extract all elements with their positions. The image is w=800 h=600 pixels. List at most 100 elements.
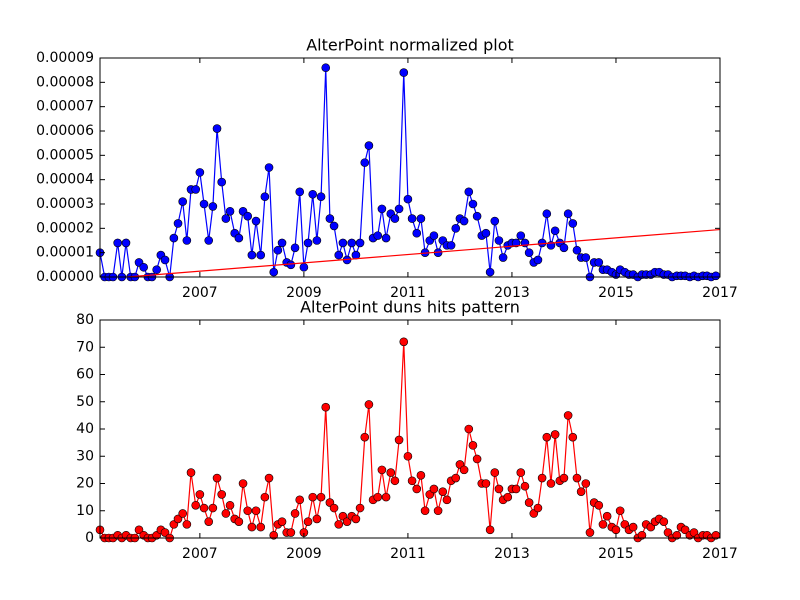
data-point: [351, 514, 361, 524]
data-point: [316, 192, 326, 201]
data-point: [511, 484, 521, 494]
data-point: [260, 192, 270, 201]
data-point: [299, 262, 309, 272]
data-point: [199, 199, 209, 209]
data-point: [516, 231, 526, 240]
data-point: [498, 253, 508, 262]
data-point: [182, 520, 192, 529]
data-point: [273, 245, 283, 255]
x-tick-label: 2007: [182, 546, 218, 562]
data-point: [121, 238, 131, 248]
data-point: [594, 258, 604, 267]
data-point: [321, 402, 331, 412]
data-point: [225, 207, 235, 216]
data-point: [680, 525, 690, 535]
data-point: [234, 233, 244, 243]
data-point: [295, 187, 305, 197]
data-point: [563, 209, 573, 219]
data-point: [182, 236, 192, 245]
data-point: [191, 185, 200, 194]
data-point: [373, 492, 383, 502]
data-point: [342, 517, 352, 526]
data-point: [256, 250, 266, 260]
data-point: [221, 509, 231, 518]
data-point: [403, 451, 413, 461]
data-point: [602, 511, 612, 521]
data-point: [334, 250, 344, 260]
data-point: [503, 492, 513, 502]
data-point: [472, 211, 482, 221]
data-point: [134, 525, 144, 535]
data-point: [585, 528, 595, 537]
data-point: [511, 238, 521, 248]
data-point: [247, 250, 257, 260]
data-point: [520, 481, 530, 491]
data-point: [524, 248, 534, 257]
axes-frame: [99, 57, 721, 278]
y-tick-label: 0.00000: [36, 269, 94, 285]
y-tick-label: 30: [76, 448, 94, 464]
data-point: [672, 530, 682, 540]
data-point: [412, 228, 422, 238]
y-tick-label: 0: [85, 530, 94, 546]
data-point: [178, 509, 187, 518]
data-point: [234, 517, 244, 526]
data-point: [178, 197, 187, 206]
data-point: [169, 233, 179, 243]
data-point: [581, 253, 591, 262]
y-tick-label: 0.00005: [36, 147, 94, 163]
data-point: [533, 503, 543, 513]
data-point: [490, 216, 500, 226]
data-point: [251, 216, 261, 226]
data-point: [195, 490, 205, 499]
data-point: [442, 495, 452, 505]
data-point: [568, 432, 578, 442]
data-point: [615, 506, 625, 516]
data-point: [468, 199, 478, 209]
data-point: [334, 520, 344, 529]
data-point: [637, 530, 647, 540]
x-tick-label: 2011: [390, 546, 426, 562]
data-point: [260, 492, 270, 502]
data-point: [576, 487, 586, 496]
data-point: [364, 141, 374, 150]
data-point: [524, 498, 534, 507]
y-tick-label: 0.00009: [36, 50, 94, 66]
data-point: [312, 514, 322, 524]
x-tick-label: 2009: [286, 546, 322, 562]
data-point: [429, 231, 439, 240]
data-point: [173, 219, 183, 228]
data-point: [290, 509, 300, 518]
data-point: [360, 158, 370, 167]
data-point: [247, 522, 257, 532]
data-point: [381, 233, 391, 243]
y-tick-label: 50: [76, 394, 94, 410]
data-point: [459, 216, 469, 226]
data-point: [550, 226, 560, 236]
data-point: [581, 479, 591, 488]
x-tick-label: 2007: [182, 285, 218, 301]
y-tick-label: 0.00004: [36, 172, 94, 188]
data-point: [433, 506, 443, 516]
data-point: [399, 337, 409, 347]
data-point: [217, 490, 227, 499]
data-point: [199, 503, 209, 513]
chart-title: AlterPoint normalized plot: [306, 36, 514, 55]
data-point: [160, 528, 170, 537]
data-point: [212, 473, 222, 483]
data-point: [264, 163, 274, 172]
x-tick-label: 2011: [390, 285, 426, 301]
data-point: [355, 503, 365, 513]
data-point: [542, 209, 552, 219]
y-tick-label: 0.00002: [36, 220, 94, 236]
data-point: [221, 214, 231, 223]
data-point: [572, 473, 582, 483]
data-point: [286, 528, 296, 537]
data-point: [204, 236, 214, 245]
data-point: [481, 479, 491, 488]
data-point: [321, 63, 331, 73]
data-point: [308, 492, 318, 502]
x-tick-label: 2015: [598, 285, 634, 301]
data-point: [329, 503, 339, 513]
data-point: [494, 236, 504, 245]
